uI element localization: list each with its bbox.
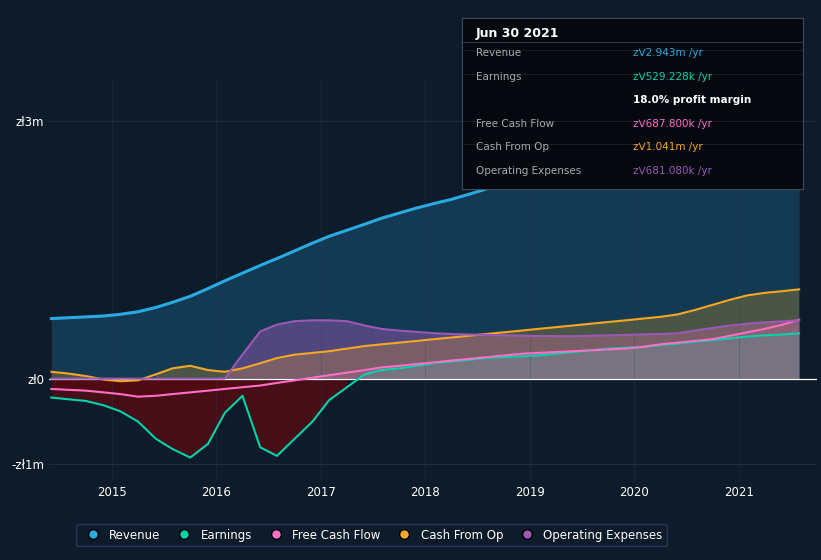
Text: Operating Expenses: Operating Expenses bbox=[476, 166, 581, 176]
Text: zᐯ681.080k /yr: zᐯ681.080k /yr bbox=[632, 166, 712, 176]
Text: zᐯ687.800k /yr: zᐯ687.800k /yr bbox=[632, 119, 712, 129]
Text: zᐯ1.041m /yr: zᐯ1.041m /yr bbox=[632, 142, 702, 152]
Text: Jun 30 2021: Jun 30 2021 bbox=[476, 27, 559, 40]
Text: Revenue: Revenue bbox=[476, 48, 521, 58]
Text: zᐯ2.943m /yr: zᐯ2.943m /yr bbox=[632, 48, 703, 58]
Text: 18.0% profit margin: 18.0% profit margin bbox=[632, 95, 751, 105]
Text: zᐯ529.228k /yr: zᐯ529.228k /yr bbox=[632, 72, 712, 82]
Text: Earnings: Earnings bbox=[476, 72, 521, 82]
Legend: Revenue, Earnings, Free Cash Flow, Cash From Op, Operating Expenses: Revenue, Earnings, Free Cash Flow, Cash … bbox=[76, 524, 667, 546]
Text: Free Cash Flow: Free Cash Flow bbox=[476, 119, 554, 129]
Text: Cash From Op: Cash From Op bbox=[476, 142, 549, 152]
